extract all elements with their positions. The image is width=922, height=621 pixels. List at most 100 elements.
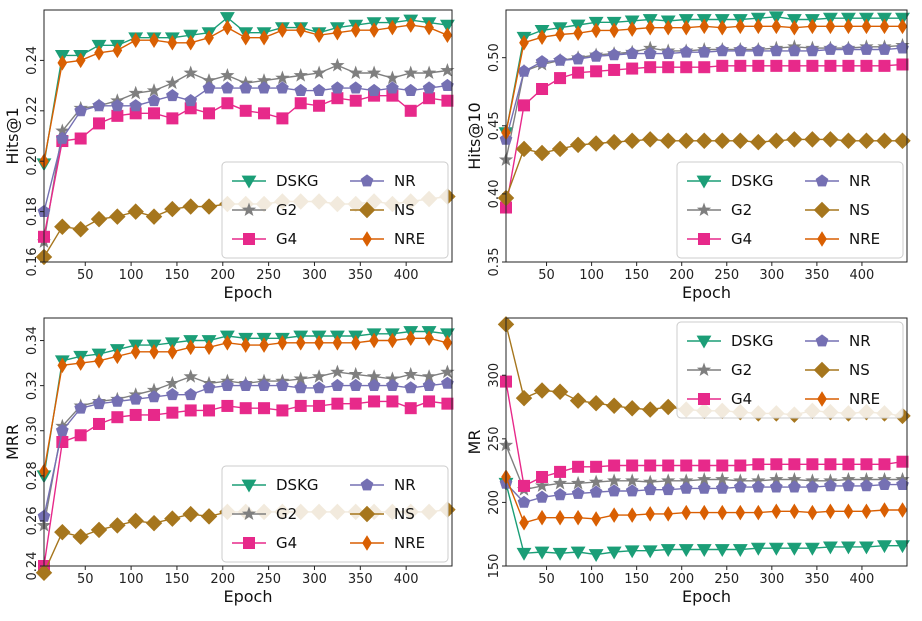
- x-tick-label: 200: [210, 572, 235, 587]
- x-axis-label: Epoch: [682, 283, 731, 302]
- data-point: [536, 470, 549, 483]
- legend: DSKG G2 G4 NR NS NRE: [676, 161, 904, 259]
- y-tick-label: 0.40: [487, 179, 502, 208]
- data-point: [554, 72, 567, 85]
- data-point: [519, 514, 529, 531]
- data-point: [714, 132, 731, 149]
- legend-entry-dskg: DSKG: [232, 172, 319, 190]
- x-tick-label: 350: [348, 268, 373, 283]
- legend: DSKG G2 G4 NR NS NRE: [221, 161, 449, 259]
- data-point: [879, 18, 890, 35]
- data-point: [405, 17, 416, 33]
- data-point: [109, 208, 126, 225]
- data-point: [896, 58, 909, 71]
- data-point: [441, 94, 454, 107]
- data-point: [551, 140, 569, 158]
- data-point: [680, 61, 693, 74]
- x-tick-label: 350: [348, 572, 373, 587]
- y-tick-label: 0.30: [25, 416, 40, 445]
- legend-box: [221, 465, 449, 563]
- data-point: [662, 61, 675, 74]
- legend-entry-g2: G2: [232, 201, 297, 219]
- data-point: [203, 107, 216, 120]
- data-point: [424, 19, 434, 36]
- data-point: [626, 62, 639, 75]
- data-point: [57, 357, 68, 374]
- legend-entry-nre: NRE: [805, 390, 880, 408]
- legend-entry-nr: NR: [350, 476, 416, 494]
- data-point: [642, 545, 658, 559]
- data-point: [552, 475, 568, 490]
- legend-marker: [813, 361, 831, 379]
- data-point: [421, 65, 437, 80]
- data-point: [221, 97, 234, 110]
- plot-frame: [505, 9, 908, 263]
- data-point: [590, 460, 603, 473]
- data-point: [240, 337, 251, 353]
- data-point: [750, 133, 767, 151]
- data-point: [129, 392, 143, 405]
- data-point: [822, 131, 839, 148]
- series-g4: [499, 375, 909, 492]
- data-point: [607, 484, 621, 497]
- data-point: [202, 81, 216, 94]
- data-point: [661, 46, 675, 60]
- data-point: [385, 70, 400, 85]
- data-point: [752, 458, 765, 471]
- data-point: [276, 81, 289, 94]
- legend: DSKG G2 G4 NR NS NRE: [676, 321, 904, 419]
- data-point: [533, 382, 551, 399]
- x-tick-label: 400: [394, 572, 419, 587]
- x-tick-label: 250: [256, 268, 281, 283]
- data-point: [840, 132, 857, 149]
- data-point: [608, 459, 621, 472]
- data-point: [111, 99, 124, 112]
- legend-marker: [362, 231, 372, 247]
- data-point: [572, 66, 585, 79]
- data-point: [129, 408, 142, 421]
- data-point: [129, 99, 143, 112]
- data-point: [806, 480, 819, 493]
- data-point: [200, 198, 218, 215]
- data-point: [843, 503, 854, 520]
- data-point: [645, 506, 656, 522]
- data-point: [128, 85, 143, 100]
- data-point: [330, 364, 345, 379]
- data-point: [56, 435, 69, 448]
- legend-entry-g4: G4: [687, 230, 752, 248]
- y-tick-label: 0.35: [487, 248, 502, 277]
- data-point: [699, 504, 710, 521]
- x-tick-label: 350: [804, 268, 829, 283]
- legend-entry-g2: G2: [687, 361, 752, 379]
- data-point: [295, 335, 306, 351]
- data-point: [768, 542, 784, 556]
- data-point: [92, 397, 106, 410]
- data-point: [822, 541, 838, 555]
- data-point: [405, 330, 416, 347]
- data-point: [606, 546, 622, 560]
- data-point: [697, 481, 711, 494]
- legend-marker: [817, 231, 827, 247]
- legend-marker: [696, 335, 712, 349]
- data-point: [535, 490, 549, 503]
- data-point: [204, 339, 214, 356]
- x-tick-label: 50: [77, 572, 94, 587]
- legend-marker: [696, 202, 712, 217]
- legend-entry-nre: NRE: [350, 230, 425, 248]
- data-point: [54, 523, 71, 541]
- data-point: [112, 42, 123, 59]
- data-point: [716, 59, 729, 72]
- legend-label: NRE: [394, 534, 425, 552]
- data-point: [257, 81, 271, 94]
- data-point: [184, 388, 198, 401]
- data-point: [824, 458, 837, 471]
- data-point: [609, 507, 619, 523]
- data-point: [789, 19, 800, 36]
- data-point: [422, 81, 436, 94]
- data-point: [733, 480, 747, 493]
- data-point: [404, 381, 418, 394]
- legend-label: NS: [849, 201, 870, 219]
- data-point: [111, 394, 124, 407]
- legend-marker: [358, 201, 376, 219]
- hits10-chart: 50 100 150 200 250 300 350 400 0.35 0.40 0.45 0.50 E…: [465, 9, 911, 302]
